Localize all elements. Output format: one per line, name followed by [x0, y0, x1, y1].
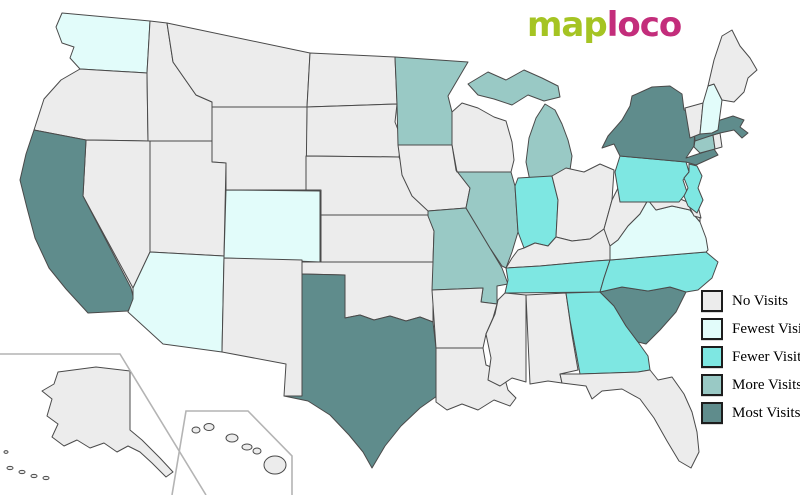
legend-label: Most Visits: [732, 404, 800, 421]
state-wyoming: [211, 106, 308, 191]
state-south-dakota: [305, 103, 403, 158]
state-new-york: [601, 85, 719, 166]
state-hawaii: [191, 423, 287, 475]
state-florida: [559, 369, 700, 469]
state-michigan-lower: [525, 103, 573, 182]
state-indiana: [514, 175, 559, 249]
state-new-mexico: [221, 257, 303, 397]
state-maine: [707, 29, 758, 103]
legend-swatch-fewer-visits: [701, 346, 723, 368]
state-arizona: [127, 251, 225, 353]
state-new-jersey: [683, 163, 704, 214]
legend: No Visits Fewest Visits Fewer Visits Mor…: [701, 287, 800, 427]
state-rhode-island: [712, 132, 723, 150]
hawaii-inset-border: [171, 410, 293, 495]
alaska-inset-border: [0, 353, 207, 495]
state-massachusetts: [693, 115, 749, 142]
legend-swatch-most-visits: [701, 402, 723, 424]
maploco-logo: maploco: [527, 5, 683, 45]
legend-label: Fewest Visits: [732, 320, 800, 337]
legend-row-no-visits: No Visits: [701, 287, 800, 315]
legend-row-fewer-visits: Fewer Visits: [701, 343, 800, 371]
legend-label: No Visits: [732, 292, 788, 309]
legend-label: Fewer Visits: [732, 348, 800, 365]
state-wisconsin: [451, 102, 515, 173]
legend-swatch-no-visits: [701, 290, 723, 312]
state-alaska: [3, 366, 174, 481]
legend-swatch-fewest-visits: [701, 318, 723, 340]
legend-row-most-visits: Most Visits: [701, 399, 800, 427]
state-washington: [55, 12, 151, 74]
state-louisiana: [435, 347, 517, 411]
state-kansas: [320, 214, 435, 263]
state-pennsylvania: [614, 155, 690, 203]
state-texas: [283, 273, 438, 469]
state-california: [19, 129, 135, 314]
state-north-dakota: [306, 52, 398, 108]
state-north-carolina: [599, 251, 719, 293]
legend-swatch-more-visits: [701, 374, 723, 396]
legend-row-more-visits: More Visits: [701, 371, 800, 399]
state-mississippi: [485, 292, 527, 387]
legend-row-fewest-visits: Fewest Visits: [701, 315, 800, 343]
legend-label: More Visits: [732, 376, 800, 393]
state-oregon: [33, 68, 149, 142]
logo-text-map: map: [527, 5, 608, 45]
state-colorado: [223, 189, 321, 263]
state-michigan-upper: [467, 69, 561, 106]
logo-text-loco: loco: [606, 5, 683, 45]
